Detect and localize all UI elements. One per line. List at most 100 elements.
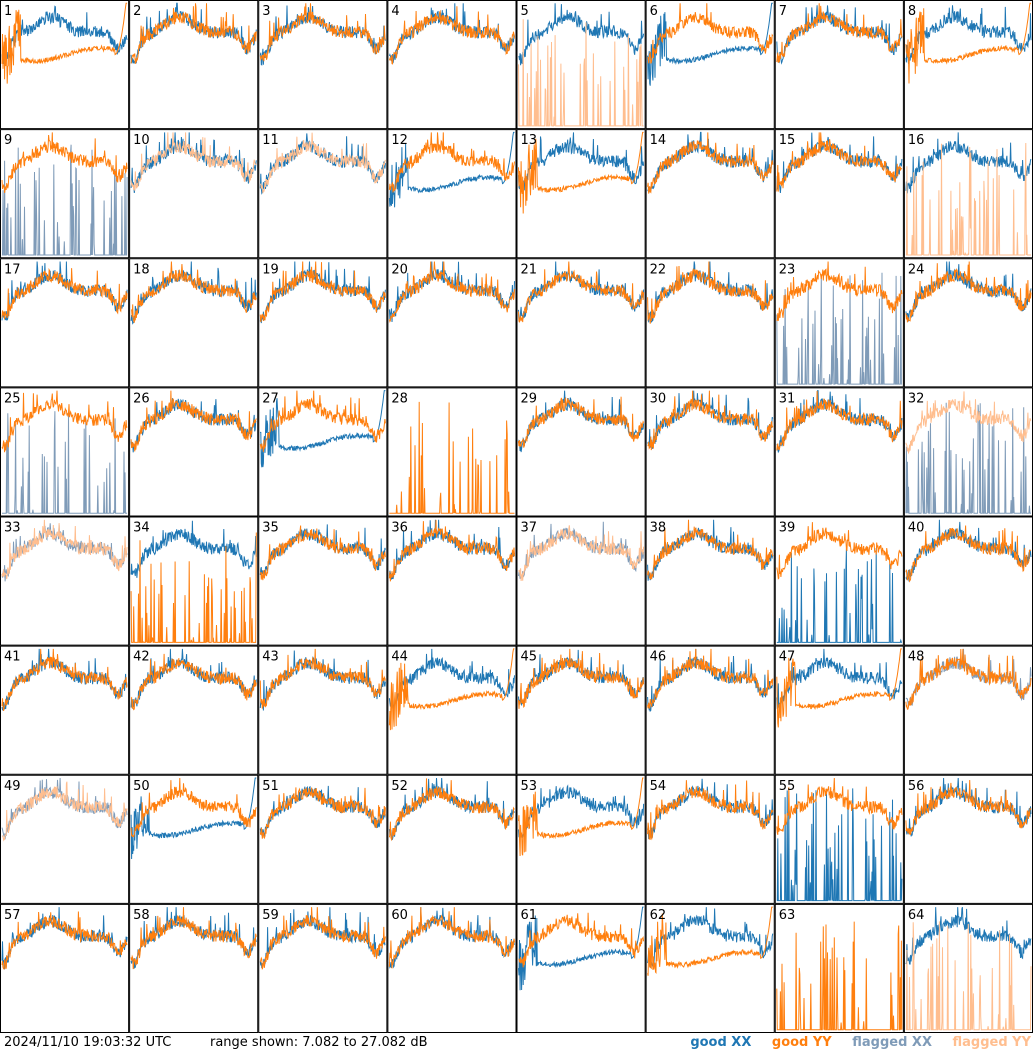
panel-border — [258, 903, 388, 1033]
panel-border — [258, 387, 388, 517]
antenna-panel-22: 22 — [645, 258, 775, 388]
panel-border — [258, 129, 388, 259]
antenna-panel-39: 39 — [774, 516, 904, 646]
antenna-panel-54: 54 — [645, 774, 775, 904]
series-xx-line — [905, 5, 1032, 64]
series-yy-line — [776, 921, 903, 1031]
series-yy-line — [518, 648, 645, 709]
series-yy-line — [131, 261, 257, 323]
series-yy-line — [776, 132, 903, 192]
antenna-panel-49: 49 — [0, 774, 130, 904]
series-yy-line — [130, 532, 257, 643]
series-yy-line — [259, 787, 386, 840]
series-xx-line — [259, 261, 386, 324]
panel-border — [129, 645, 259, 775]
panel-border — [645, 0, 775, 130]
panel-border — [774, 774, 904, 904]
series-yy-line — [647, 780, 774, 841]
series-xx-line — [905, 519, 1032, 582]
series-yy-line — [388, 132, 515, 193]
panel-label: 11 — [262, 133, 279, 148]
series-xx-line — [1, 5, 128, 65]
panel-border — [258, 774, 388, 904]
panel-label: 26 — [133, 391, 150, 406]
legend-good-xx: good XX — [690, 1035, 752, 1050]
series-xx-line — [776, 788, 903, 902]
panel-label: 48 — [908, 650, 925, 665]
series-yy-line — [130, 132, 257, 191]
series-yy-line — [647, 519, 774, 580]
panel-border — [258, 258, 388, 388]
series-yy-line — [388, 261, 515, 323]
series-yy-line — [905, 142, 1031, 256]
series-yy-line — [776, 648, 902, 728]
antenna-panel-50: 50 — [129, 774, 259, 904]
antenna-panel-1: 1 — [0, 0, 130, 130]
panel-label: 27 — [262, 391, 279, 406]
panel-label: 61 — [521, 908, 538, 923]
antenna-panel-51: 51 — [258, 774, 388, 904]
panel-label: 3 — [262, 4, 270, 19]
panel-border — [516, 0, 646, 130]
series-yy-line — [518, 912, 645, 968]
panel-label: 36 — [391, 521, 408, 536]
antenna-panel-2: 2 — [129, 0, 259, 130]
antenna-panel-25: 25 — [0, 387, 130, 517]
series-xx-line — [518, 3, 645, 66]
panel-label: 35 — [262, 521, 279, 536]
series-yy-line — [1, 648, 128, 711]
panel-label: 16 — [908, 133, 925, 148]
series-xx-line — [905, 906, 1032, 965]
series-yy-line — [776, 390, 903, 451]
panel-border — [516, 774, 646, 904]
panel-label: 60 — [391, 908, 408, 923]
panel-border — [387, 129, 517, 259]
antenna-panel-47: 47 — [774, 645, 904, 775]
series-xx-line — [2, 144, 128, 256]
panel-label: 51 — [262, 779, 279, 794]
antenna-panel-52: 52 — [387, 774, 517, 904]
panel-label: 59 — [262, 908, 279, 923]
series-yy-line — [388, 6, 515, 65]
panel-label: 8 — [908, 4, 916, 19]
panel-label: 43 — [262, 650, 279, 665]
legend-flagged-xx: flagged XX — [852, 1035, 932, 1050]
panel-label: 45 — [521, 650, 538, 665]
antenna-panel-28: 28 — [387, 387, 517, 517]
panel-border — [516, 516, 646, 646]
antenna-panel-29: 29 — [516, 387, 646, 517]
antenna-panel-33: 33 — [0, 516, 130, 646]
legend-good-yy: good YY — [771, 1035, 832, 1050]
antenna-panel-42: 42 — [129, 645, 259, 775]
series-yy-line — [905, 779, 1032, 835]
series-yy-line — [776, 3, 903, 63]
series-xx-line — [388, 131, 515, 208]
series-yy-line — [130, 653, 257, 711]
antenna-panel-30: 30 — [645, 387, 775, 517]
panel-border — [903, 516, 1033, 646]
series-yy-line — [518, 19, 644, 127]
antenna-panel-56: 56 — [903, 774, 1033, 904]
panel-border — [129, 0, 259, 130]
panel-label: 1 — [4, 4, 12, 19]
antenna-panel-60: 60 — [387, 903, 517, 1033]
panel-label: 19 — [262, 262, 279, 277]
panel-label: 58 — [133, 908, 150, 923]
panel-label: 53 — [521, 779, 538, 794]
antenna-panel-26: 26 — [129, 387, 259, 517]
panel-label: 30 — [650, 391, 667, 406]
panel-border — [516, 645, 646, 775]
panel-border — [645, 516, 775, 646]
legend-flagged-yy: flagged YY — [952, 1035, 1032, 1050]
series-xx-line — [388, 3, 515, 64]
series-yy-line — [1, 519, 128, 580]
panel-border — [516, 387, 646, 517]
series-yy-line — [259, 261, 386, 323]
series-yy-line — [647, 648, 774, 709]
panel-border — [258, 516, 388, 646]
series-xx-line — [776, 272, 902, 385]
panel-label: 46 — [650, 650, 667, 665]
panel-label: 14 — [650, 133, 667, 148]
panel-label: 56 — [908, 779, 925, 794]
series-yy-line — [647, 132, 774, 194]
